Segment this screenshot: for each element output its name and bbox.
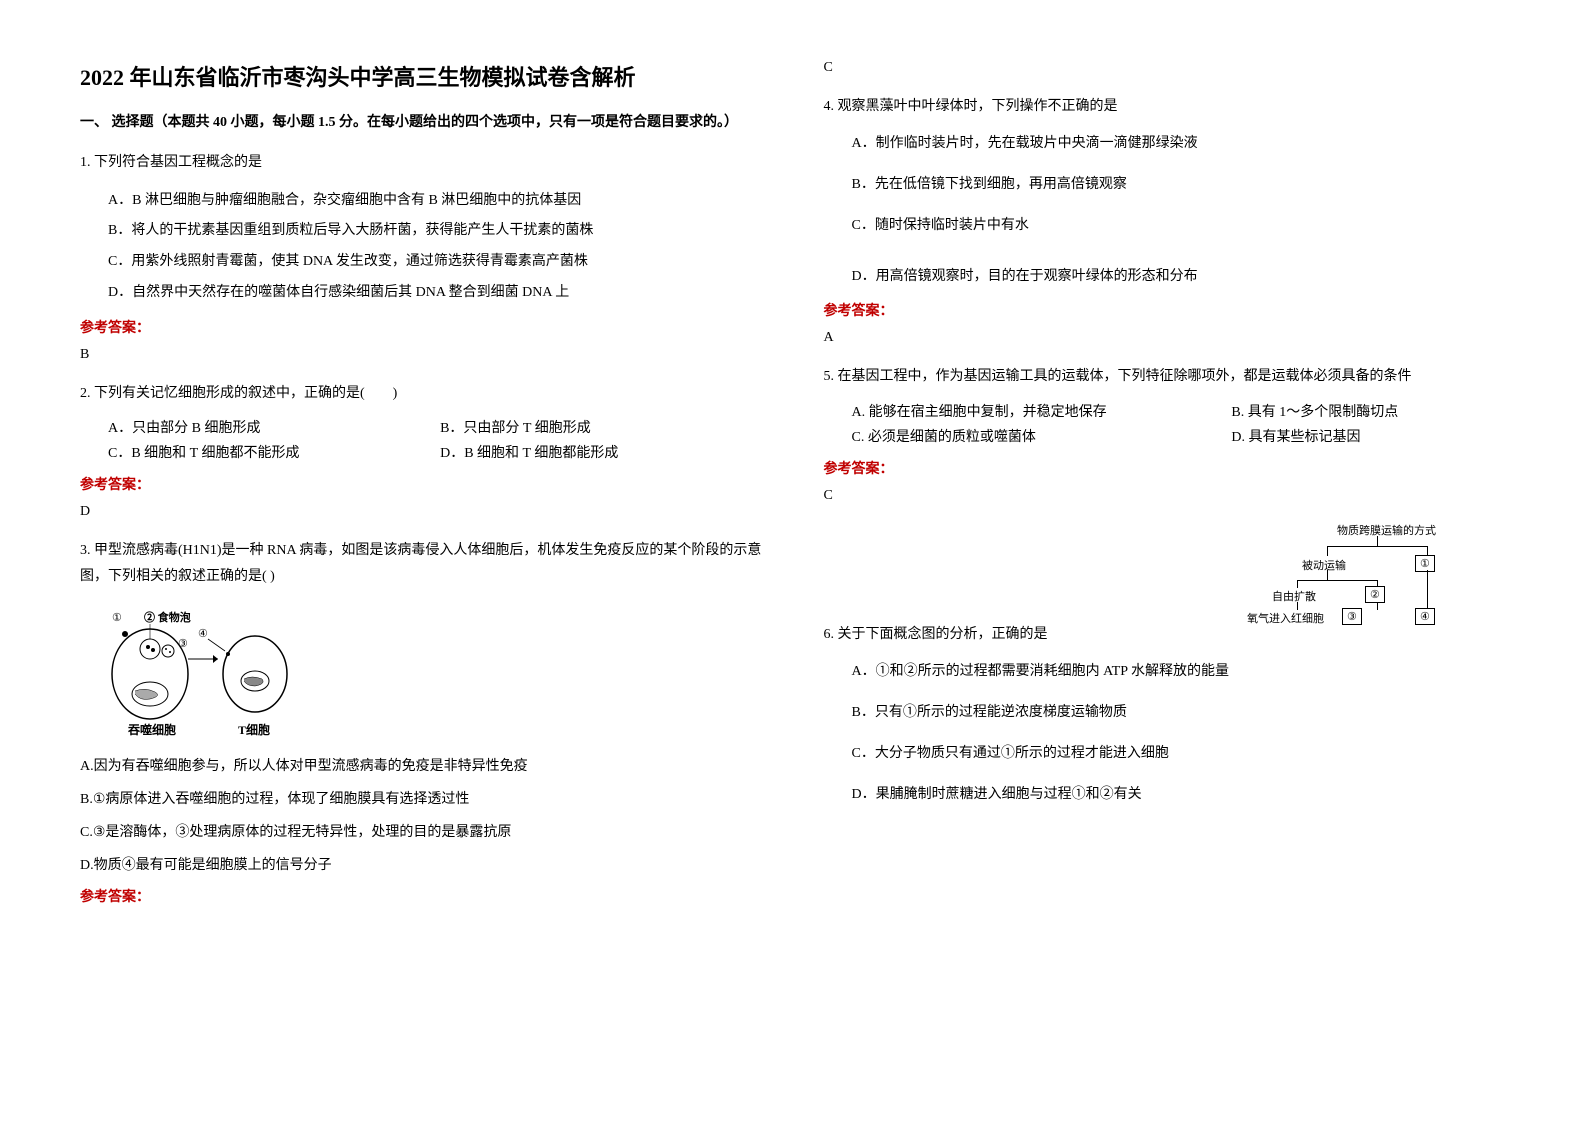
q3-figure: ① ② 食物泡 ③ ④ 吞噬细胞 T细胞 [80, 599, 764, 744]
diagram-box3: ③ [1342, 608, 1362, 625]
q5-option-d: D. 具有某些标记基因 [1203, 425, 1476, 450]
q2-option-b: B．只由部分 T 细胞形成 [412, 416, 740, 441]
q4-option-a: A．制作临时装片时，先在载玻片中央滴一滴健那绿染液 [824, 129, 1508, 160]
question-2: 2. 下列有关记忆细胞形成的叙述中，正确的是( ) A．只由部分 B 细胞形成 … [80, 381, 764, 521]
q3-marker-1: ① [112, 612, 122, 624]
q5-option-b: B. 具有 1～多个限制酶切点 [1203, 400, 1476, 425]
diagram-passive: 被动运输 [1302, 557, 1346, 573]
q1-option-b: B．将人的干扰素基因重组到质粒后导入大肠杆菌，获得能产生人干扰素的菌株 [80, 216, 764, 247]
diagram-free: 自由扩散 [1272, 588, 1316, 604]
diagram-root: 物质跨膜运输的方式 [1337, 522, 1436, 538]
q2-answer: D [80, 504, 764, 520]
q2-option-d: D．B 细胞和 T 细胞都能形成 [412, 441, 740, 466]
q6-option-c: C．大分子物质只有通过①所示的过程才能进入细胞 [824, 739, 1508, 770]
question-5: 5. 在基因工程中，作为基因运输工具的运载体，下列特征除哪项外，都是运载体必须具… [824, 364, 1508, 504]
left-column: 2022 年山东省临沂市枣沟头中学高三生物模拟试卷含解析 一、 选择题（本题共 … [50, 60, 794, 1062]
q2-answer-label: 参考答案： [80, 474, 764, 494]
question-1: 1. 下列符合基因工程概念的是 A．B 淋巴细胞与肿瘤细胞融合，杂交瘤细胞中含有… [80, 150, 764, 362]
question-6: 6. 关于下面概念图的分析，正确的是 A．①和②所示的过程都需要消耗细胞内 AT… [824, 622, 1508, 810]
q1-option-c: C．用紫外线照射青霉菌，使其 DNA 发生改变，通过筛选获得青霉素高产菌株 [80, 247, 764, 278]
q4-answer: A [824, 330, 1508, 346]
q2-stem: 2. 下列有关记忆细胞形成的叙述中，正确的是( ) [80, 381, 764, 406]
q4-answer-label: 参考答案： [824, 300, 1508, 320]
q3-option-b: B.①病原体进入吞噬细胞的过程，体现了细胞膜具有选择透过性 [80, 787, 764, 812]
q4-option-c: C．随时保持临时装片中有水 [824, 211, 1508, 242]
cell-diagram-svg: ① ② 食物泡 ③ ④ 吞噬细胞 T细胞 [100, 599, 300, 739]
q3-option-c: C.③是溶酶体，③处理病原体的过程无特异性，处理的目的是暴露抗原 [80, 820, 764, 845]
question-3: 3. 甲型流感病毒(H1N1)是一种 RNA 病毒，如图是该病毒侵入人体细胞后，… [80, 538, 764, 906]
q4-option-d: D．用高倍镜观察时，目的在于观察叶绿体的形态和分布 [824, 262, 1508, 293]
q3-option-d: D.物质④最有可能是细胞膜上的信号分子 [80, 853, 764, 878]
q1-answer-label: 参考答案： [80, 317, 764, 337]
question-4: 4. 观察黑藻叶中叶绿体时，下列操作不正确的是 A．制作临时装片时，先在载玻片中… [824, 94, 1508, 346]
q3-answer-label: 参考答案： [80, 886, 764, 906]
q1-option-a: A．B 淋巴细胞与肿瘤细胞融合，杂交瘤细胞中含有 B 淋巴细胞中的抗体基因 [80, 186, 764, 217]
q5-stem: 5. 在基因工程中，作为基因运输工具的运载体，下列特征除哪项外，都是运载体必须具… [824, 364, 1508, 389]
q3-stem: 3. 甲型流感病毒(H1N1)是一种 RNA 病毒，如图是该病毒侵入人体细胞后，… [80, 538, 764, 588]
diagram-box2: ② [1365, 586, 1385, 603]
q6-option-b: B．只有①所示的过程能逆浓度梯度运输物质 [824, 698, 1508, 729]
q3-option-a: A.因为有吞噬细胞参与，所以人体对甲型流感病毒的免疫是非特异性免疫 [80, 754, 764, 779]
q2-option-c: C．B 细胞和 T 细胞都不能形成 [80, 441, 408, 466]
q5-option-c: C. 必须是细菌的质粒或噬菌体 [824, 425, 1200, 450]
q6-figure: 物质跨膜运输的方式 被动运输 ① 自由扩散 ② 氧气进入红细胞 ③ ④ [1247, 522, 1467, 622]
diagram-box1: ① [1415, 555, 1435, 572]
q1-option-d: D．自然界中天然存在的噬菌体自行感染细菌后其 DNA 整合到细菌 DNA 上 [80, 278, 764, 309]
q3-label-left: 吞噬细胞 [128, 722, 176, 737]
q5-answer: C [824, 488, 1508, 504]
q5-option-a: A. 能够在宿主细胞中复制，并稳定地保存 [824, 400, 1200, 425]
q1-answer: B [80, 347, 764, 363]
diagram-o2: 氧气进入红细胞 [1247, 610, 1324, 626]
q3-marker-4: ④ [198, 628, 208, 640]
q6-option-d: D．果脯腌制时蔗糖进入细胞与过程①和②有关 [824, 780, 1508, 811]
diagram-box4: ④ [1415, 608, 1435, 625]
q3-marker-2: ② 食物泡 [144, 610, 191, 624]
q4-option-b: B．先在低倍镜下找到细胞，再用高倍镜观察 [824, 170, 1508, 201]
q6-option-a: A．①和②所示的过程都需要消耗细胞内 ATP 水解释放的能量 [824, 657, 1508, 688]
q5-answer-label: 参考答案： [824, 458, 1508, 478]
document-title: 2022 年山东省临沂市枣沟头中学高三生物模拟试卷含解析 [80, 60, 764, 92]
q3-answer: C [824, 60, 1508, 76]
q6-stem: 6. 关于下面概念图的分析，正确的是 [824, 622, 1508, 647]
section-header: 一、 选择题（本题共 40 小题，每小题 1.5 分。在每小题给出的四个选项中，… [80, 112, 764, 134]
q3-marker-3: ③ [178, 638, 188, 650]
q2-option-a: A．只由部分 B 细胞形成 [80, 416, 408, 441]
right-column: C 4. 观察黑藻叶中叶绿体时，下列操作不正确的是 A．制作临时装片时，先在载玻… [794, 60, 1538, 1062]
q3-label-right: T细胞 [238, 722, 270, 737]
q4-stem: 4. 观察黑藻叶中叶绿体时，下列操作不正确的是 [824, 94, 1508, 119]
q1-stem: 1. 下列符合基因工程概念的是 [80, 150, 764, 175]
